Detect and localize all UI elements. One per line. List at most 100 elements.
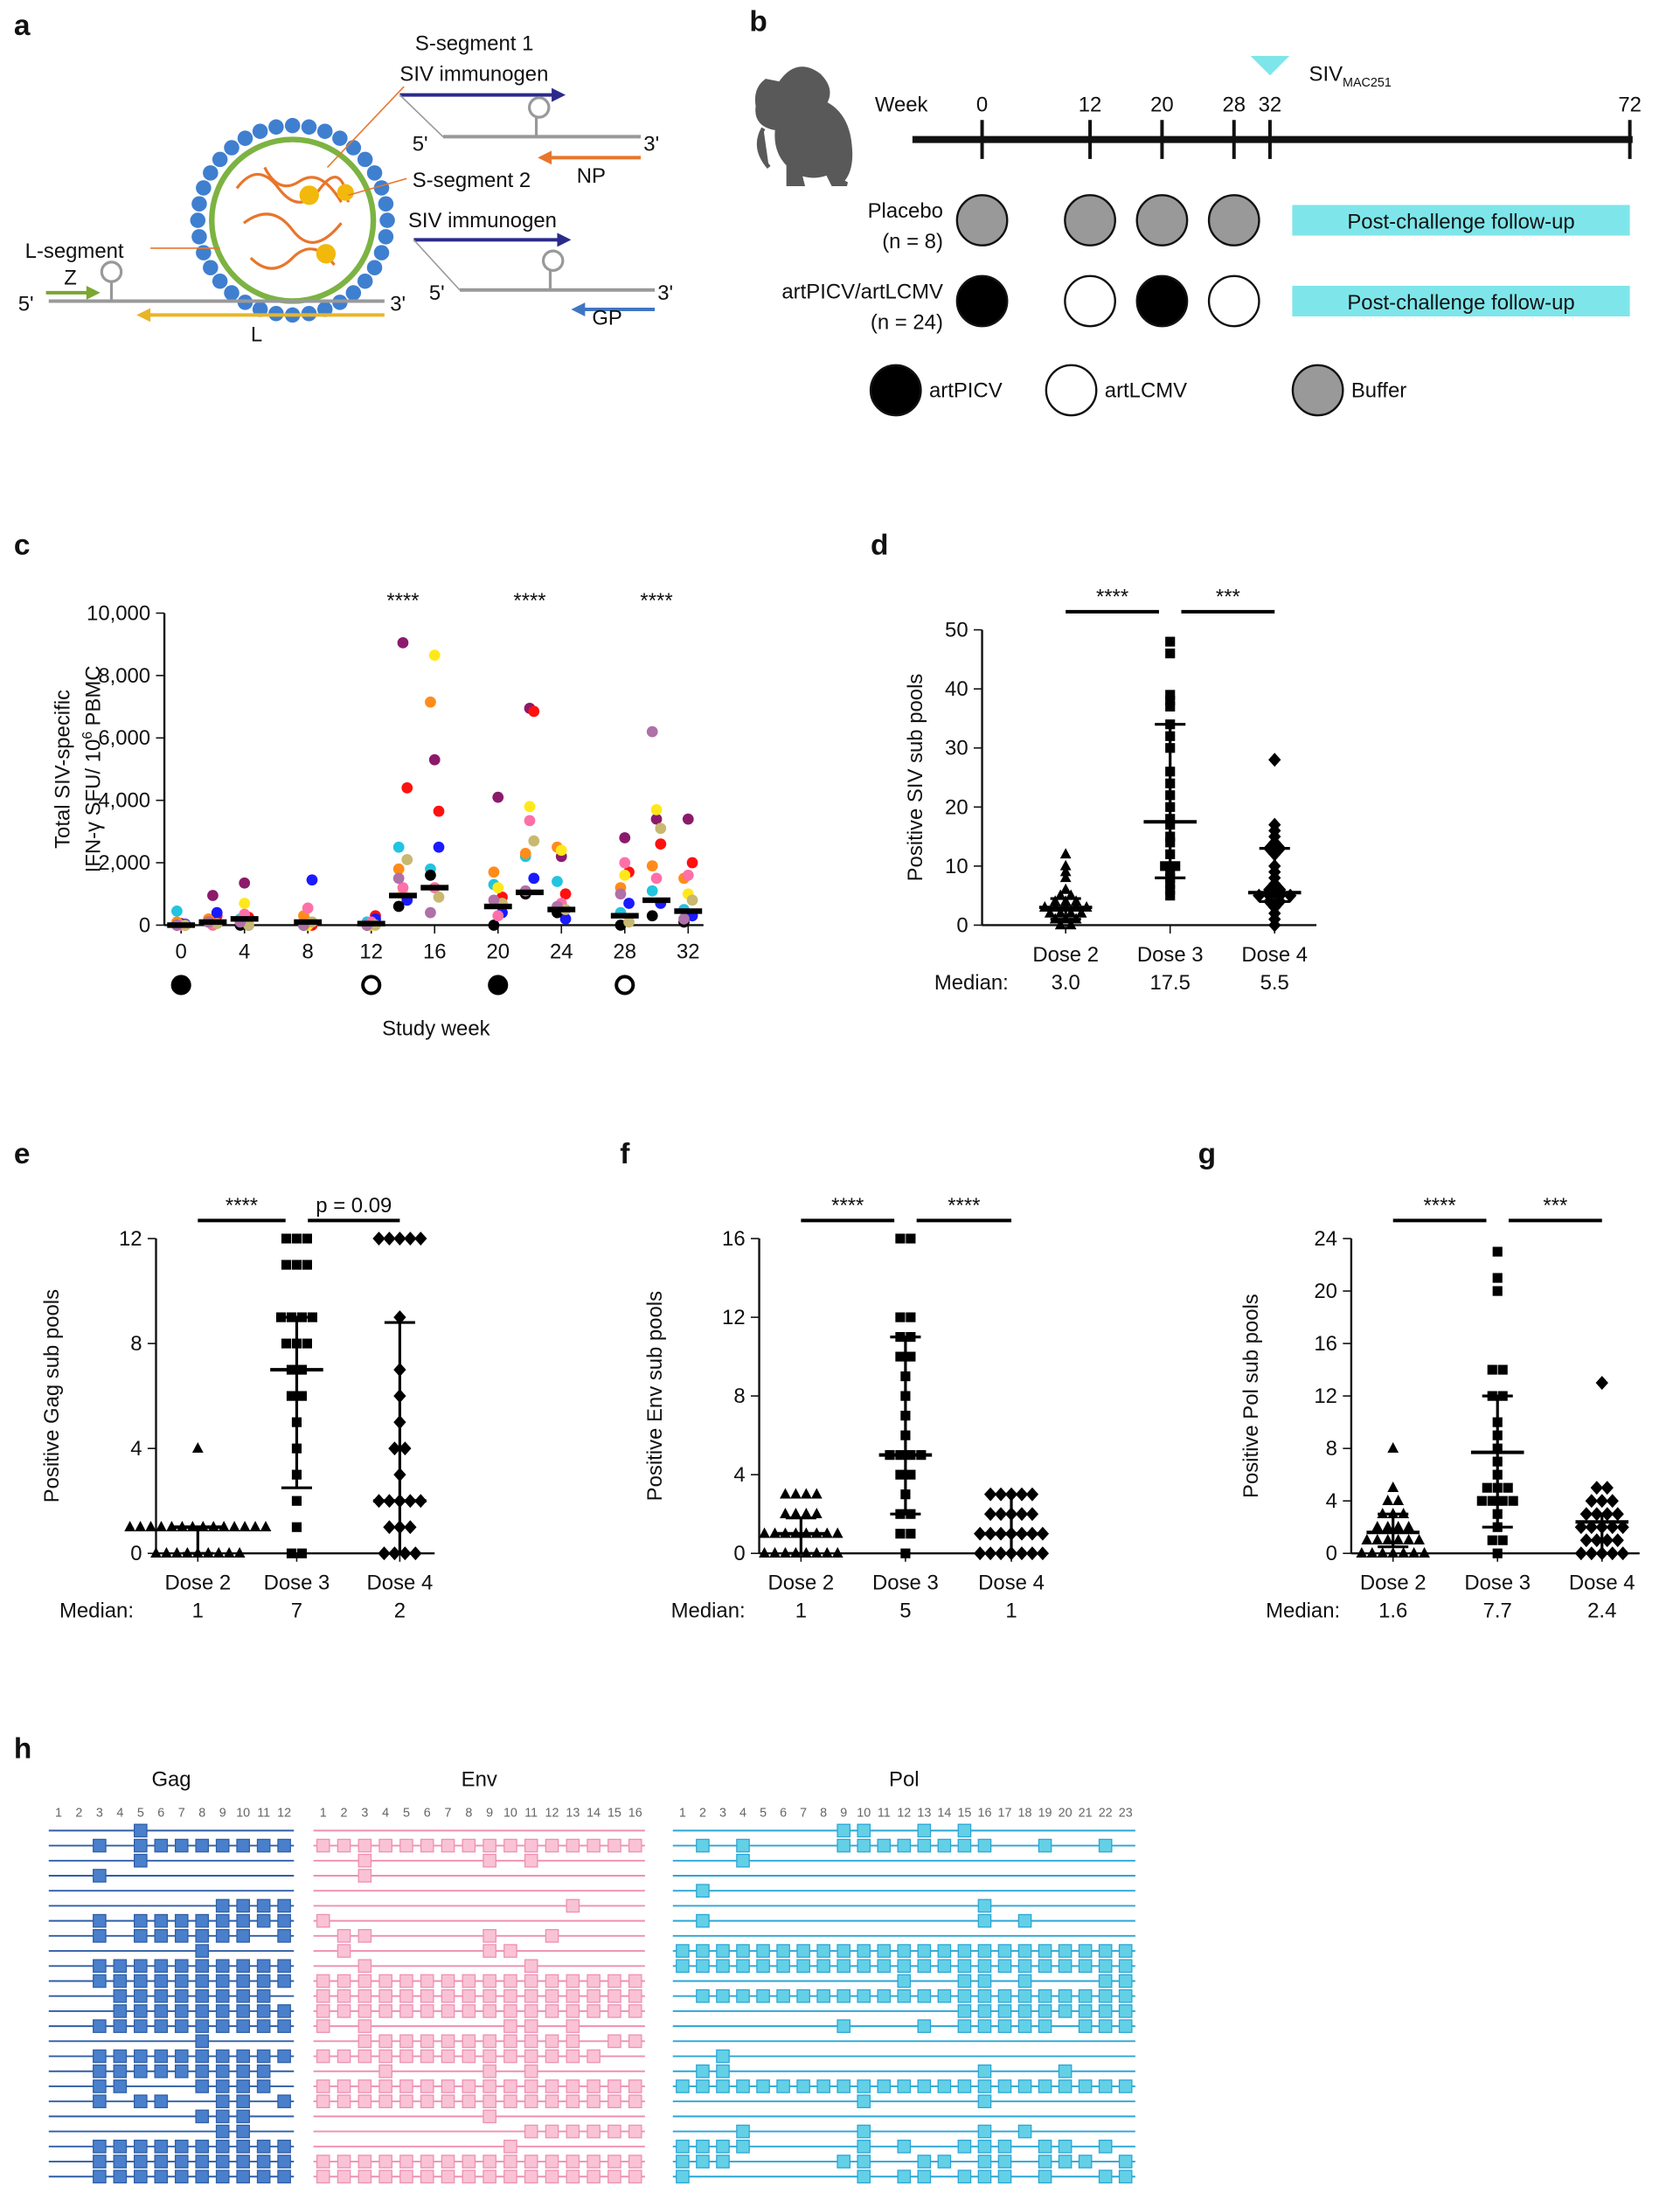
positive-pool [337,1944,351,1958]
positive-pool [399,2169,413,2184]
x-tick-label: 16 [423,940,447,964]
positive-pool [1078,1988,1093,2003]
point [646,860,658,872]
positive-pool [1038,1944,1052,1958]
y-tick-label: 16 [1314,1332,1337,1356]
positive-pool [337,2049,351,2064]
point [983,1487,997,1502]
positive-pool [607,2004,621,2018]
positive-pool [215,1959,230,1974]
positive-pool [628,2094,642,2108]
positive-pool [482,1853,496,1868]
positive-pool [195,2140,210,2154]
week-label: Week [875,94,928,117]
positive-pool [977,1988,992,2003]
positive-pool [524,2064,538,2078]
positive-pool [337,1974,351,1988]
positive-pool [93,1929,107,1943]
positive-pool [378,1838,392,1853]
positive-pool [316,2155,330,2169]
y-tick-label: 50 [945,619,968,642]
positive-pool [857,1823,871,1838]
point [1600,1533,1614,1548]
point [646,885,658,897]
positive-pool [337,2079,351,2093]
x-axis-label: Study week [382,1017,490,1040]
positive-pool [256,2169,271,2184]
positive-pool [113,1959,128,1974]
point [528,872,540,885]
point [994,1507,1008,1522]
positive-pool [776,1988,790,2003]
positive-pool [420,2079,434,2093]
y-axis-label: IFN-γ SFU/ 106 PBMC [80,666,106,873]
glycoprotein [345,285,362,301]
positive-pool [503,2019,517,2033]
dose [1207,194,1260,246]
point [895,1469,906,1480]
positive-pool [316,2019,330,2033]
point [1387,1441,1399,1453]
point [291,1522,302,1532]
positive-pool [957,2169,972,2184]
positive-pool [277,2049,291,2064]
glycoprotein [196,180,212,196]
pool-number: 5 [137,1806,144,1820]
positive-pool [696,1959,710,1974]
point [973,1546,987,1561]
followup-label: Post-challenge follow-up [1347,291,1574,315]
positive-pool [174,1988,189,2003]
positive-pool [857,1988,871,2003]
positive-pool [441,1974,455,1988]
positive-pool [256,1898,271,1913]
point [559,913,572,925]
positive-pool [256,2019,271,2033]
pool-number: 7 [178,1806,185,1820]
pool-number: 9 [219,1806,226,1820]
positive-pool [358,1929,372,1943]
virus: SIV [1309,63,1343,87]
positive-pool [134,2169,148,2184]
positive-pool [607,1988,621,2003]
glycoprotein [366,260,383,275]
glycoprotein [332,130,348,146]
positive-pool [441,2004,455,2018]
positive-pool [316,2094,330,2108]
point [1600,1481,1614,1496]
positive-pool [736,1838,750,1853]
positive-pool [524,2169,538,2184]
pool-number: 22 [1099,1806,1113,1820]
positive-pool [337,2169,351,2184]
positive-pool [957,1974,972,1988]
positive-pool [566,2004,580,2018]
positive-pool [236,2094,250,2108]
positive-pool [1078,2079,1093,2093]
positive-pool [134,2004,148,2018]
positive-pool [174,1838,189,1853]
point [1476,1496,1487,1506]
point [821,1547,833,1558]
positive-pool [462,1838,476,1853]
positive-pool [545,2124,559,2139]
positive-pool [113,1974,128,1988]
point [1487,1364,1497,1375]
positive-pool [1058,2079,1073,2093]
positive-pool [154,1959,169,1974]
positive-pool [462,2169,476,2184]
positive-pool [696,2079,710,2093]
positive-pool [358,2079,372,2093]
point [1497,1364,1508,1375]
pointer [326,86,405,169]
point [433,805,445,817]
positive-pool [154,2140,169,2154]
positive-pool [503,2094,517,2108]
positive-pool [1118,2169,1133,2184]
y-tick-label: 0 [1326,1542,1337,1565]
point [150,1547,162,1558]
positive-pool [997,2019,1012,2033]
positive-pool [756,1988,770,2003]
positive-pool [482,1929,496,1943]
point [1574,1520,1588,1535]
positive-pool [776,1944,790,1958]
point [1165,891,1176,901]
